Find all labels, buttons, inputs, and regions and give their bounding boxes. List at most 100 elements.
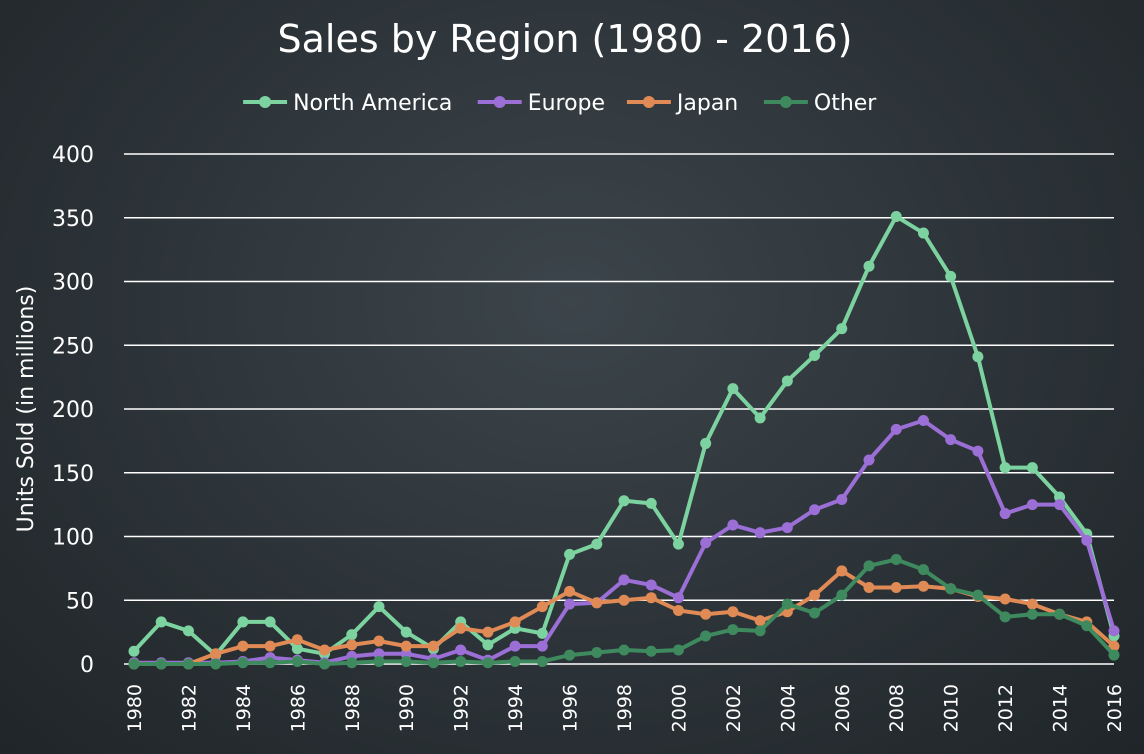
x-axis-ticks: 1980 1982 1984 1986 1988 1990 1992 1994 1996 1998… <box>124 684 1126 732</box>
data-point-europe <box>917 414 929 426</box>
data-point-europe <box>999 508 1011 520</box>
data-point-europe <box>1108 625 1120 637</box>
data-point-japan <box>1108 640 1120 652</box>
x-tick-label: 1982 <box>178 684 200 732</box>
x-tick-label: 2002 <box>723 684 745 732</box>
data-point-japan <box>455 622 467 634</box>
y-tick-label: 50 <box>66 589 94 614</box>
data-point-europe <box>564 598 576 610</box>
data-point-north-america <box>237 616 249 628</box>
x-tick-label: 1980 <box>124 684 146 732</box>
data-point-other <box>210 658 222 670</box>
x-tick-label: 2006 <box>832 684 854 732</box>
data-point-europe <box>509 640 521 652</box>
data-point-north-america <box>836 323 848 335</box>
data-point-other <box>863 560 875 572</box>
data-point-japan <box>427 640 439 652</box>
data-point-other <box>128 658 140 670</box>
y-tick-label: 300 <box>52 271 94 296</box>
data-point-other <box>482 657 494 669</box>
data-point-japan <box>672 604 684 616</box>
data-point-other <box>319 658 331 670</box>
data-point-europe <box>618 574 630 586</box>
data-point-other <box>509 655 521 667</box>
data-point-japan <box>809 589 821 601</box>
y-axis-label: Units Sold (in millions) <box>14 286 39 533</box>
data-point-north-america <box>482 639 494 651</box>
data-point-other <box>1054 608 1066 620</box>
data-point-japan <box>917 580 929 592</box>
legend-swatch-marker <box>642 96 655 108</box>
data-point-japan <box>591 597 603 609</box>
data-point-europe <box>781 522 793 534</box>
data-point-north-america <box>264 616 276 628</box>
data-point-north-america <box>291 643 303 655</box>
data-point-other <box>182 658 194 670</box>
data-point-other <box>917 564 929 576</box>
chart-title: Sales by Region (1980 - 2016) <box>277 17 852 61</box>
gridlines <box>124 153 1114 665</box>
data-point-europe <box>863 454 875 466</box>
x-tick-label: 2008 <box>886 684 908 732</box>
data-point-other <box>727 624 739 636</box>
legend-swatch-marker <box>259 96 272 108</box>
legend-item-japan: Japan <box>626 91 738 116</box>
data-point-north-america <box>346 629 358 641</box>
data-point-other <box>373 655 385 667</box>
data-point-europe <box>727 519 739 531</box>
data-point-north-america <box>564 548 576 560</box>
data-point-north-america <box>400 626 412 638</box>
data-point-other <box>754 625 766 637</box>
data-point-north-america <box>700 437 712 449</box>
y-axis-ticks: 0 50 100 150 200 250 300 350 400 <box>52 143 94 678</box>
data-point-north-america <box>890 210 902 222</box>
data-point-other <box>809 607 821 619</box>
data-point-other <box>155 658 167 670</box>
data-point-japan <box>727 606 739 618</box>
data-point-other <box>836 589 848 601</box>
data-point-japan <box>536 601 548 613</box>
data-point-north-america <box>128 645 140 657</box>
data-point-north-america <box>182 625 194 637</box>
data-point-north-america <box>373 601 385 613</box>
data-point-other <box>1108 649 1120 661</box>
data-point-europe <box>890 423 902 435</box>
data-point-north-america <box>536 627 548 639</box>
x-tick-label: 1994 <box>505 684 527 732</box>
data-point-japan <box>210 648 222 660</box>
series-group <box>128 210 1120 670</box>
data-point-north-america <box>1026 462 1038 474</box>
data-point-other <box>999 611 1011 623</box>
x-tick-label: 2010 <box>941 684 963 732</box>
legend-label: Europe <box>528 91 605 116</box>
data-point-other <box>972 589 984 601</box>
legend: North America Europe Japan Other <box>243 91 877 116</box>
data-point-other <box>237 657 249 669</box>
x-tick-label: 1996 <box>560 684 582 732</box>
data-point-other <box>264 657 276 669</box>
x-tick-label: 1992 <box>451 684 473 732</box>
x-tick-label: 1988 <box>342 684 364 732</box>
data-point-japan <box>564 585 576 597</box>
y-tick-label: 100 <box>52 526 94 551</box>
data-point-europe <box>455 644 467 656</box>
data-point-other <box>618 644 630 656</box>
data-point-north-america <box>727 383 739 395</box>
data-point-north-america <box>863 260 875 272</box>
y-tick-label: 200 <box>52 398 94 423</box>
legend-item-europe: Europe <box>477 91 605 116</box>
x-tick-label: 1990 <box>396 684 418 732</box>
data-point-japan <box>1026 598 1038 610</box>
legend-label: North America <box>293 91 452 116</box>
data-point-japan <box>700 608 712 620</box>
data-point-other <box>1026 608 1038 620</box>
data-point-europe <box>400 648 412 660</box>
data-point-japan <box>999 593 1011 605</box>
data-point-other <box>591 647 603 659</box>
data-point-europe <box>672 592 684 604</box>
data-point-europe <box>1081 534 1093 546</box>
data-point-other <box>427 657 439 669</box>
data-point-europe <box>1026 499 1038 511</box>
legend-label: Other <box>814 91 877 116</box>
